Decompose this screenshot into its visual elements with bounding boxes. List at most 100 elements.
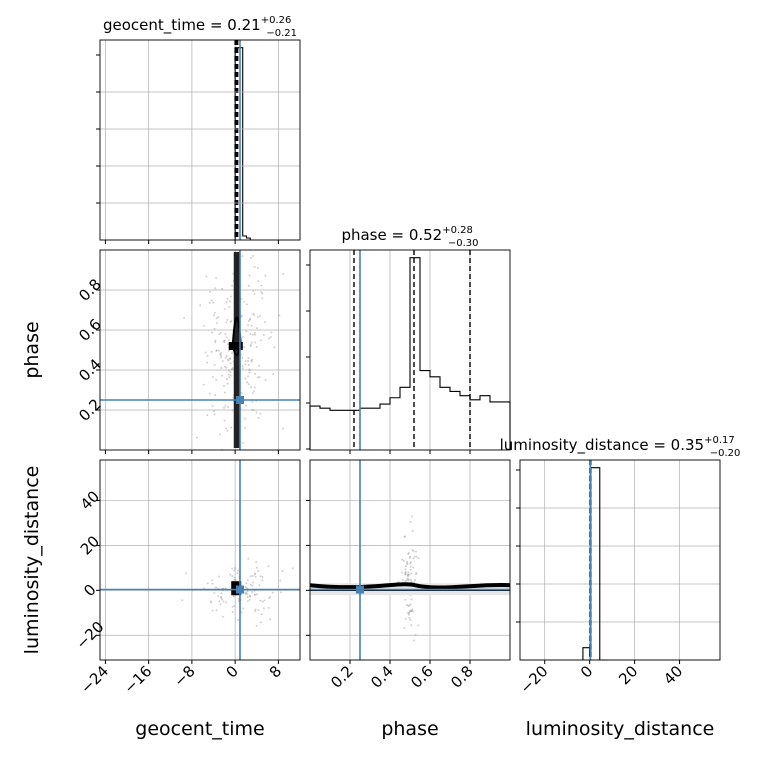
panel-phase [309,249,511,451]
scatter-point [227,369,230,372]
scatter-point [223,384,226,387]
scatter-point [214,394,217,397]
scatter-point [248,369,251,372]
scatter-point [252,289,255,292]
scatter-point [405,604,408,607]
scatter-point [204,351,207,354]
scatter-point [409,603,412,606]
scatter-point [227,349,230,352]
scatter-point [211,582,214,585]
scatter-point [236,572,239,575]
scatter-point [218,333,221,336]
scatter-point [249,386,252,389]
scatter-point [217,316,220,319]
scatter-point [255,624,258,627]
scatter-point [270,331,273,334]
scatter-point [225,336,228,339]
scatter-point [407,612,410,615]
scatter-point [223,406,226,409]
scatter-point [267,565,270,568]
scatter-point [410,624,413,627]
scatter-point [243,417,246,420]
scatter-point [215,349,218,352]
scatter-point [229,300,232,303]
panel-luminosity-distance [519,459,721,661]
scatter-point [221,374,224,377]
scatter-point [255,566,258,569]
scatter-point [237,618,240,621]
scatter-point [242,441,245,444]
scatter-point [241,335,244,338]
scatter-point [262,607,265,610]
histogram-geocent_time [231,47,255,241]
x-tick-label: 40 [660,662,686,688]
panel-ld-vs-geocent-time [99,459,301,661]
scatter-point [230,320,233,323]
scatter-point [223,340,226,343]
scatter-point [233,604,236,607]
scatter-point [245,592,248,595]
scatter-point [255,561,258,564]
scatter-point [406,573,409,576]
scatter-point [412,557,415,560]
scatter-point [231,575,234,578]
scatter-point [250,341,253,344]
scatter-points [397,515,420,642]
scatter-point [219,353,222,356]
scatter-point [261,292,264,295]
grid [100,460,300,660]
scatter-point [251,584,254,587]
scatter-point [257,376,260,379]
scatter-point [223,339,226,342]
x-tick-label: 0 [577,662,596,681]
scatter-point [252,581,255,584]
scatter-point [254,575,257,578]
scatter-point [211,579,214,582]
scatter-point [247,557,250,560]
truth-marker [236,396,244,404]
scatter-point [220,596,223,599]
grid [544,460,680,660]
scatter-point [406,574,409,577]
scatter-point [229,573,232,576]
scatter-point [411,530,414,533]
scatter-point [249,345,252,348]
scatter-point [404,598,407,601]
title-geocent-time: geocent_time = 0.21+0.26 −0.21 [103,15,297,39]
scatter-point [228,357,231,360]
scatter-point [245,303,248,306]
scatter-point [247,324,250,327]
scatter-point [415,555,418,558]
title-phase: phase = 0.52+0.28 −0.30 [341,225,478,249]
scatter-point [258,584,261,587]
scatter-point [257,569,260,572]
scatter-point [240,611,243,614]
scatter-point [213,327,216,330]
scatter-point [244,592,247,595]
scatter-point [408,573,411,576]
scatter-point [254,333,257,336]
scatter-point [253,390,256,393]
scatter-point [221,360,224,363]
scatter-point [251,333,254,336]
xlabel-phase: phase [381,718,438,740]
scatter-point [267,606,270,609]
scatter-point [218,433,221,436]
scatter-point [407,571,410,574]
scatter-point [231,366,234,369]
scatter-point [256,315,259,318]
scatter-point [409,555,412,558]
scatter-point [208,392,211,395]
scatter-point [255,345,258,348]
scatter-point [248,317,251,320]
scatter-point [225,354,228,357]
scatter-point [215,379,218,382]
scatter-point [257,280,260,283]
scatter-point [229,371,232,374]
scatter-point [227,339,230,342]
scatter-point [220,598,223,601]
scatter-point [268,597,271,600]
scatter-point [404,565,407,568]
scatter-point [249,583,252,586]
